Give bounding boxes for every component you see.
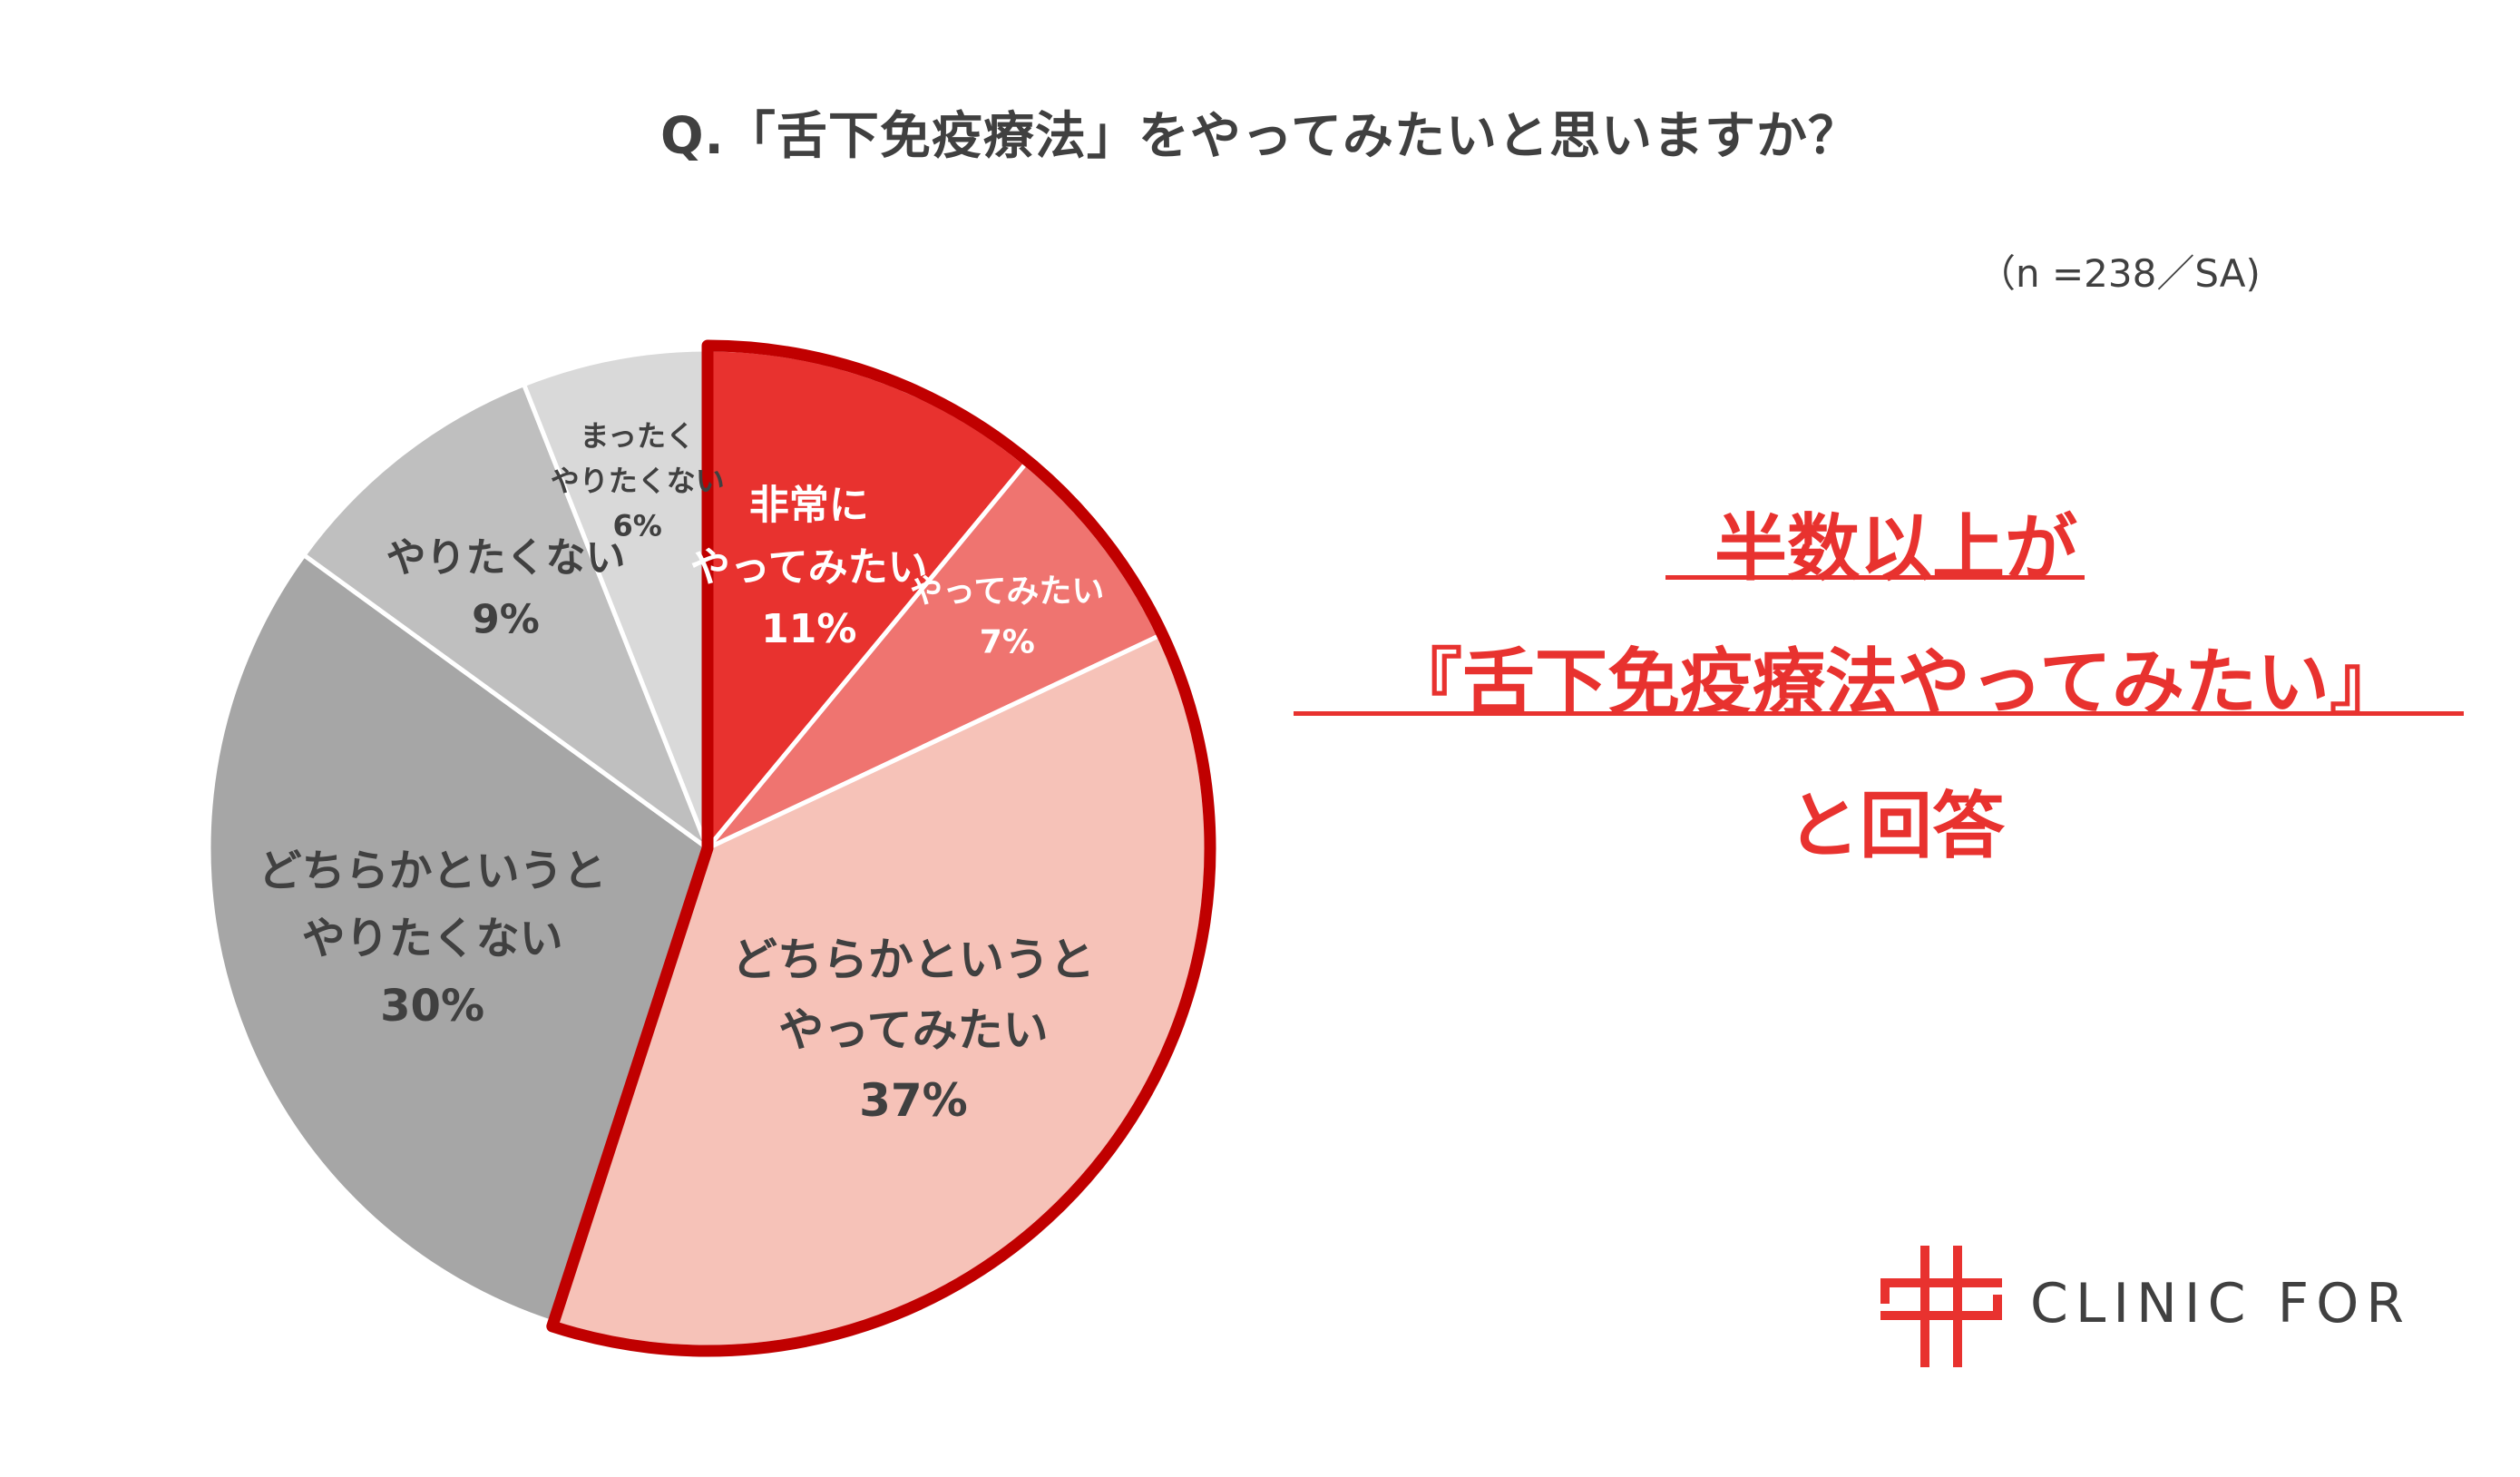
pie-slice-5	[300, 381, 713, 856]
pie-chart: 非常にやってみたい 11%やってみたい 7% どちらかというとやってみたい 37% どちら…	[206, 339, 1216, 1357]
slice-label-4: どちらかというとやりたくない 30%	[259, 846, 607, 1032]
callout-line-2: 『舌下免疫療法やってみたい』	[1390, 641, 2402, 725]
callout-underline-1	[1665, 575, 2085, 580]
chart-title: Q.「舌下免疫療法」をやってみたいと思いますか？	[659, 107, 1861, 166]
slice-label-6: まったくやりたくない 6%	[551, 418, 725, 543]
clinic-for-cross-icon	[1880, 1246, 2002, 1367]
highlight-outline	[546, 339, 1216, 1357]
logo-text: CLINIC FOR	[2030, 1272, 2411, 1335]
pie-slice-4	[206, 552, 710, 1326]
clinic-for-logo: CLINIC FOR	[1878, 1243, 2467, 1370]
slice-label-1: 非常にやってみたい 11%	[690, 483, 928, 652]
pie-slice-6	[521, 347, 710, 849]
sample-size-note: （n =238／SA)	[1978, 251, 2261, 296]
callout-underline-2	[1294, 711, 2464, 716]
callout-line-3: と回答	[1787, 784, 2005, 868]
slice-label-2: やってみたい 7%	[910, 573, 1104, 661]
slice-label-5: やりたくない 9%	[386, 534, 626, 642]
slice-label-3: どちらかというとやってみたい 37%	[732, 934, 1095, 1127]
